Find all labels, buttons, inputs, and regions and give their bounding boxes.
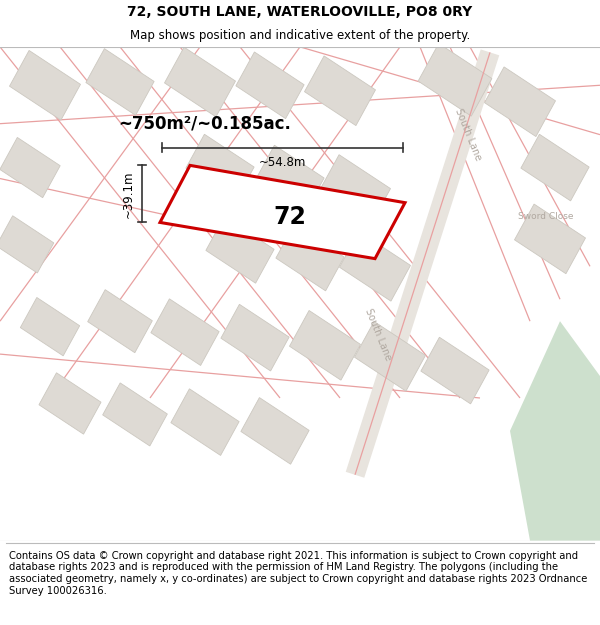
Text: Contains OS data © Crown copyright and database right 2021. This information is : Contains OS data © Crown copyright and d… <box>9 551 587 596</box>
Polygon shape <box>171 389 239 456</box>
Polygon shape <box>289 311 361 380</box>
Polygon shape <box>160 166 405 259</box>
Polygon shape <box>510 321 600 541</box>
Text: ~54.8m: ~54.8m <box>259 156 306 169</box>
Polygon shape <box>39 372 101 434</box>
Polygon shape <box>276 224 344 291</box>
Polygon shape <box>236 52 304 119</box>
Polygon shape <box>521 134 589 201</box>
Polygon shape <box>319 155 391 224</box>
Polygon shape <box>0 138 60 198</box>
Text: ~39.1m: ~39.1m <box>121 170 134 217</box>
Polygon shape <box>20 298 80 356</box>
Polygon shape <box>0 216 54 273</box>
Text: 72, SOUTH LANE, WATERLOOVILLE, PO8 0RY: 72, SOUTH LANE, WATERLOOVILLE, PO8 0RY <box>127 5 473 19</box>
Polygon shape <box>151 299 219 366</box>
Polygon shape <box>484 67 556 136</box>
Polygon shape <box>86 49 154 115</box>
Polygon shape <box>221 304 289 371</box>
Text: 72: 72 <box>274 205 307 229</box>
Polygon shape <box>340 231 410 301</box>
Text: South Lane: South Lane <box>453 107 483 162</box>
Polygon shape <box>418 44 492 116</box>
Polygon shape <box>103 383 167 446</box>
Polygon shape <box>241 398 309 464</box>
Polygon shape <box>206 216 274 283</box>
Polygon shape <box>514 204 586 274</box>
Text: Sword Close: Sword Close <box>518 213 574 221</box>
Text: Map shows position and indicative extent of the property.: Map shows position and indicative extent… <box>130 29 470 42</box>
Text: ~750m²/~0.185ac.: ~750m²/~0.185ac. <box>119 114 292 132</box>
Text: South Lane: South Lane <box>363 307 393 362</box>
Polygon shape <box>164 47 236 117</box>
Polygon shape <box>88 289 152 352</box>
Polygon shape <box>304 56 376 126</box>
Polygon shape <box>355 321 425 391</box>
Polygon shape <box>256 145 324 212</box>
Polygon shape <box>10 51 80 120</box>
Polygon shape <box>421 338 489 404</box>
Polygon shape <box>186 134 254 201</box>
